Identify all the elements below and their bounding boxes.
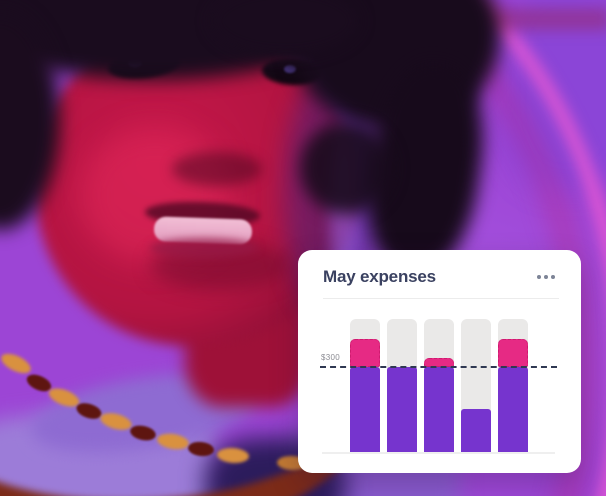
bar-under-budget-segment — [423, 367, 454, 452]
bars-row — [320, 319, 557, 452]
right-eye-glint — [284, 65, 296, 73]
card-header: May expenses — [298, 250, 581, 298]
budget-line-label: $300 — [321, 353, 340, 362]
bar-under-budget-segment — [386, 367, 417, 452]
bar-1 — [349, 319, 380, 452]
bar-under-budget-segment — [497, 367, 528, 452]
bar-3 — [423, 319, 454, 452]
bar-under-budget-segment — [460, 409, 491, 452]
bar-5 — [497, 319, 528, 452]
expenses-card: May expenses $300 — [298, 250, 581, 473]
expenses-chart: $300 — [320, 319, 557, 454]
bar-2 — [386, 319, 417, 452]
chart-baseline — [322, 452, 555, 454]
lower-lip — [150, 238, 258, 258]
card-title: May expenses — [323, 267, 436, 286]
bar-4 — [460, 319, 491, 452]
ellipsis-icon — [537, 275, 555, 279]
bar-over-budget-segment — [349, 339, 380, 367]
divider — [323, 298, 559, 299]
nose-shadow — [172, 152, 262, 186]
hair-curl-2 — [210, 0, 360, 56]
menu-button[interactable] — [535, 273, 557, 281]
hair-curl-1 — [300, 122, 392, 214]
budget-line — [320, 366, 557, 368]
bar-over-budget-segment — [497, 339, 528, 367]
bar-under-budget-segment — [349, 367, 380, 452]
